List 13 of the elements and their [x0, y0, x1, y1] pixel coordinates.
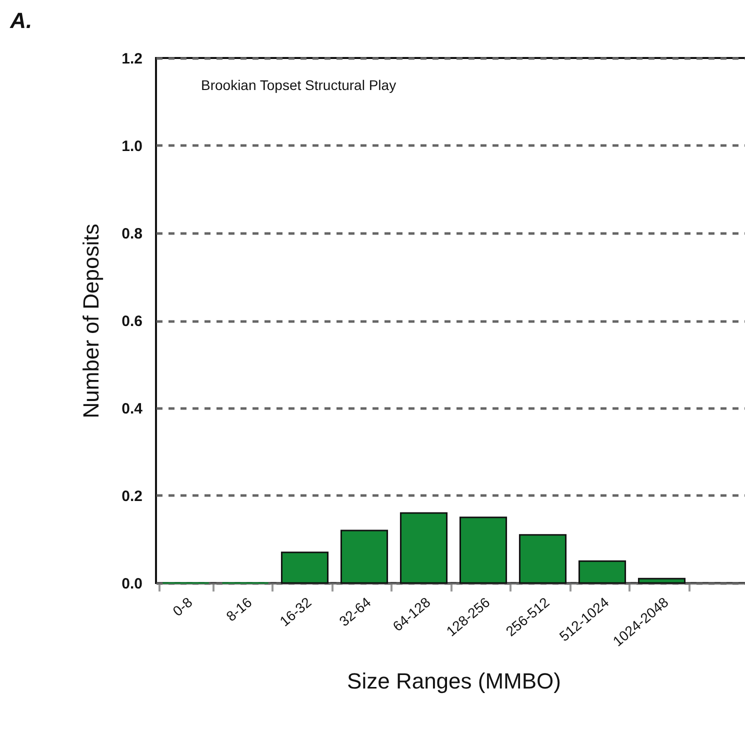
x-tick-label: 0-8 [169, 594, 196, 620]
y-tick-label: 0.6 [122, 313, 142, 330]
y-axis-title: Number of Deposits [78, 224, 104, 418]
chart-title: A. [9, 8, 32, 33]
annotation: Brookian Topset Structural Play [201, 77, 396, 93]
y-tick-label: 0.2 [122, 488, 142, 505]
y-tick-label: 0.8 [122, 226, 142, 242]
y-tick-label: 1.0 [122, 138, 142, 155]
y-tick-label: 1.2 [122, 50, 142, 68]
y-tick-label: 0.0 [122, 576, 142, 592]
y-tick-label: 0.4 [122, 400, 144, 418]
x-tick-label: 8-16 [222, 594, 255, 624]
x-axis-title: Size Ranges (MMBO) [347, 668, 561, 694]
